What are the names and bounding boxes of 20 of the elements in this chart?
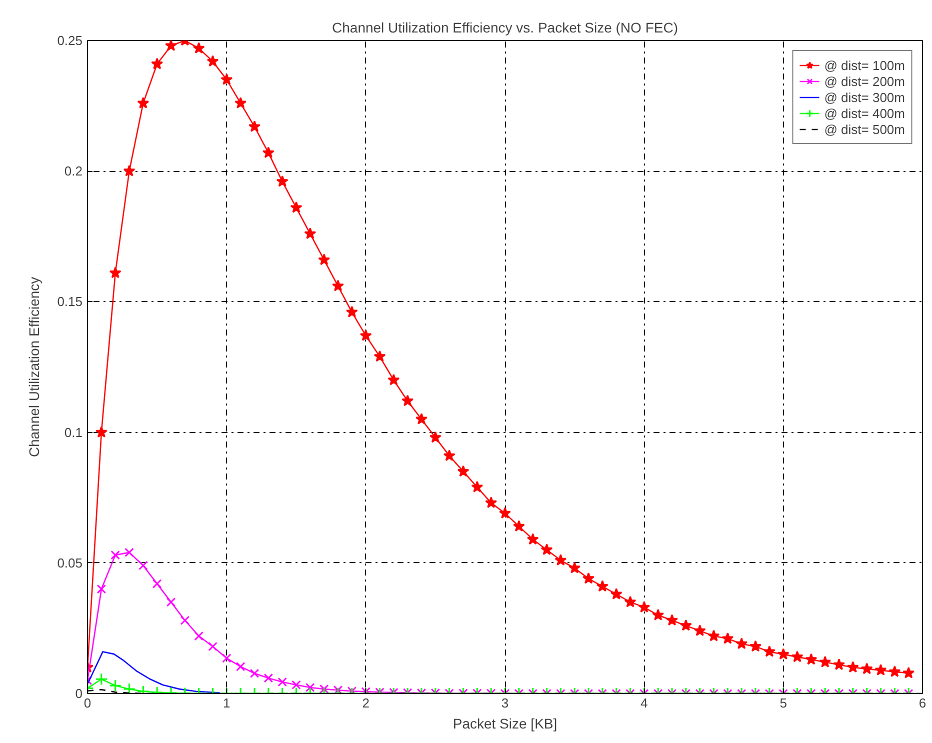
x-axis-title: Packet Size [KB] — [452, 716, 558, 732]
x-tick-label: 1 — [223, 696, 230, 710]
y-tick-label: 0.1 — [64, 424, 83, 440]
y-tick-label: 0.15 — [57, 294, 83, 310]
y-tick-label: 0.25 — [57, 33, 83, 48]
y-tick-label: 0.2 — [64, 164, 83, 179]
x-tick-label: 3 — [501, 696, 509, 710]
y-axis-title: Channel Utilization Efficiency — [26, 276, 42, 458]
x-tick-label: 4 — [640, 696, 648, 710]
x-tick-label: 6 — [918, 696, 926, 710]
legend-label: @ dist= 500m — [824, 121, 905, 137]
x-tick-label: 2 — [362, 696, 370, 710]
chart-title: Channel Utilization Efficiency vs. Packet Size (NO FEC) — [332, 20, 678, 36]
legend-label: @ dist= 200m — [824, 73, 905, 89]
legend-label: @ dist= 300m — [824, 89, 905, 105]
x-tick-label: 5 — [780, 696, 787, 710]
legend-label: @ dist= 100m — [824, 57, 905, 73]
y-tick-label: 0.05 — [57, 555, 83, 570]
y-tick-label: 0 — [75, 686, 83, 701]
legend-label: @ dist= 400m — [824, 105, 905, 121]
